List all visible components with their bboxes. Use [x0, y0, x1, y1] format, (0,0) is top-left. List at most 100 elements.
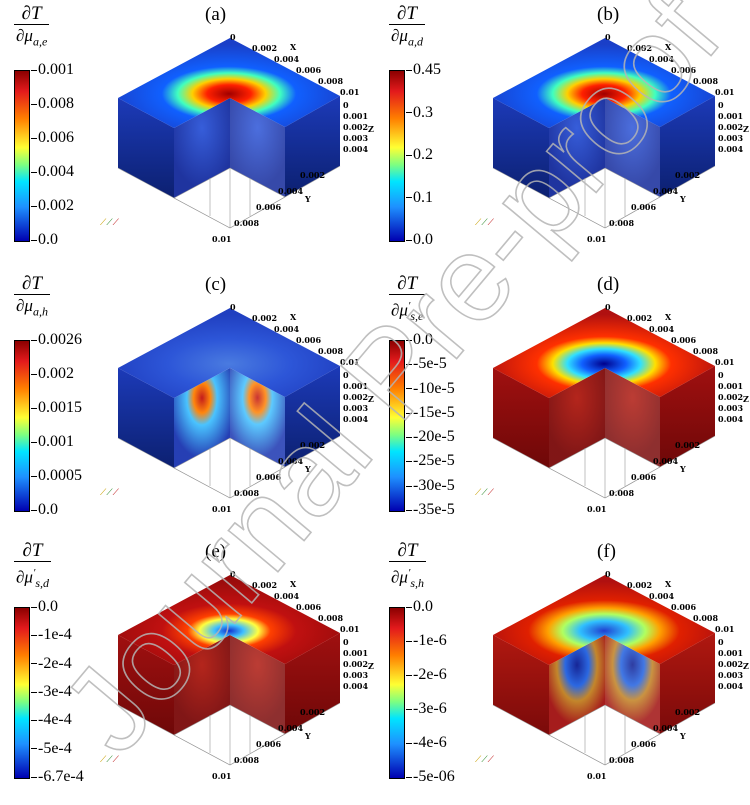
z-axis-label: Z — [743, 661, 749, 671]
colorbar-tick-label: -15e-5 — [406, 404, 455, 421]
z-tick-label: 0.004 — [343, 414, 368, 424]
z-tick-label: 0.001 — [343, 381, 368, 391]
colorbar-tick-label: -1e-6 — [406, 633, 447, 649]
cube-face-right — [660, 366, 715, 467]
y-tick-label: 0.01 — [212, 771, 231, 781]
cube-notch-wall-right — [605, 368, 660, 467]
colorbar — [14, 70, 30, 242]
colorbar-title-numerator: ∂T — [397, 540, 418, 561]
colorbar-tick-label: 0.008 — [31, 96, 74, 112]
y-tick-label: 0.008 — [609, 755, 634, 765]
cube-notch-wall-right — [605, 635, 660, 734]
y-axis-label: Y — [304, 731, 311, 741]
z-tick-label: 0.002 — [718, 659, 743, 669]
cube-notch-wall-right — [230, 98, 285, 197]
colorbar-tick-label: 0.0 — [406, 232, 433, 248]
y-tick-label: 0.006 — [631, 472, 656, 482]
cube-face-top — [493, 38, 715, 128]
y-axis-label: Y — [304, 194, 311, 204]
y-axis-label: Y — [679, 464, 686, 474]
cube-notch-wall-right — [605, 98, 660, 197]
cube-face-top — [118, 575, 340, 665]
y-axis-label: Y — [304, 464, 311, 474]
z-axis-label: Z — [368, 124, 374, 134]
z-tick-label: 0 — [343, 370, 349, 380]
y-tick-label: 0.008 — [234, 488, 259, 498]
y-tick-label: 0.002 — [300, 707, 325, 717]
colorbar-tick-label: -3e-6 — [406, 701, 447, 717]
y-tick-label: 0.008 — [234, 218, 259, 228]
colorbar-tick-label: 0.2 — [406, 147, 433, 163]
x-tick-label: 0.004 — [649, 54, 674, 64]
colorbar-tick-label: 0.004 — [31, 164, 74, 180]
x-tick-label: 0.01 — [340, 87, 359, 97]
colorbar-title-denominator: ∂μ′s,d — [14, 561, 52, 593]
colorbar-tick-label: 0.001 — [31, 434, 74, 450]
colorbar-tick-label: 0.0 — [406, 599, 433, 615]
colorbar-tick-label: -1e-4 — [31, 627, 72, 643]
cube-3d-render: 00.0020.0040.0060.0080.01X00.0010.0020.0… — [117, 302, 374, 514]
y-tick-label: 0.002 — [300, 440, 325, 450]
orientation-triad-icon: ⟋⟋⟋ — [100, 488, 119, 498]
colorbar-title: ∂T ∂μa,h — [14, 274, 50, 321]
cube-notch-wall-left — [174, 368, 230, 468]
colorbar-tick-label: 0.0026 — [31, 332, 82, 348]
x-tick-label: 0.01 — [715, 357, 734, 367]
z-tick-label: 0.002 — [343, 122, 368, 132]
z-tick-label: 0 — [718, 637, 724, 647]
z-tick-label: 0.004 — [718, 681, 743, 691]
z-tick-label: 0.004 — [718, 144, 743, 154]
y-tick-label: 0.008 — [609, 218, 634, 228]
colorbar-title-denominator: ∂μa,h — [14, 294, 50, 321]
cube-notch-wall-left — [549, 98, 605, 198]
panel-label: (f) — [597, 541, 616, 562]
z-tick-label: 0 — [718, 100, 724, 110]
colorbar-title-denominator: ∂μa,e — [14, 24, 50, 51]
y-tick-label: 0.004 — [278, 186, 303, 196]
z-tick-label: 0.002 — [343, 392, 368, 402]
z-axis-label: Z — [743, 124, 749, 134]
colorbar-tick-label: -4e-4 — [31, 712, 72, 728]
z-axis-label: Z — [368, 661, 374, 671]
cube-notch-wall-right — [230, 368, 285, 467]
colorbar-tick-label: 0.3 — [406, 104, 433, 121]
y-tick-label: 0.004 — [278, 456, 303, 466]
z-axis-label: Z — [743, 394, 749, 404]
colorbar-tick-label: -20e-5 — [406, 429, 455, 445]
x-axis-label: X — [290, 42, 297, 52]
panel-label: (b) — [597, 4, 620, 25]
x-tick-label: 0.01 — [340, 624, 359, 634]
colorbar-tick-label: -3e-4 — [31, 684, 72, 700]
cube-face-top — [118, 308, 340, 398]
z-tick-label: 0.003 — [718, 403, 743, 413]
y-tick-label: 0.006 — [631, 739, 656, 749]
z-tick-label: 0.001 — [343, 648, 368, 658]
z-tick-label: 0 — [343, 100, 349, 110]
colorbar-title-numerator: ∂T — [22, 540, 43, 561]
colorbar-ticks: 0.0 -1e-6 -2e-6 -3e-6 -4e-6 -5e-06 — [406, 599, 496, 785]
y-tick-label: 0.01 — [212, 234, 231, 244]
orientation-triad-icon: ⟋⟋⟋ — [100, 755, 119, 765]
y-axis-label: Y — [679, 731, 686, 741]
z-tick-label: 0.004 — [718, 414, 743, 424]
panel-a: ∂T ∂μa,e (a) 0.001 0.008 0.006 0.004 0.002 0.0 0 0… — [0, 0, 375, 268]
y-tick-label: 0.006 — [256, 739, 281, 749]
cube-notch-wall-left — [174, 635, 230, 735]
z-tick-label: 0.003 — [343, 133, 368, 143]
y-tick-label: 0.006 — [256, 202, 281, 212]
cube-notch-wall-right — [230, 635, 285, 734]
cube-3d-render: 00.0020.0040.0060.0080.01X00.0010.0020.0… — [492, 32, 749, 244]
colorbar-title: ∂T ∂μa,e — [14, 4, 50, 51]
colorbar-tick-label: -4e-6 — [406, 735, 447, 751]
colorbar-tick-label: -30e-5 — [406, 477, 455, 494]
y-axis-label: Y — [679, 194, 686, 204]
cube-face-right — [285, 366, 340, 467]
orientation-triad-icon: ⟋⟋⟋ — [475, 755, 494, 765]
colorbar-ticks: 0.001 0.008 0.006 0.004 0.002 0.0 — [31, 62, 121, 248]
colorbar-title-denominator: ∂μa,d — [389, 24, 425, 51]
x-axis-label: X — [290, 579, 297, 589]
x-axis-label: X — [290, 312, 297, 322]
colorbar-tick-label: 0.0 — [31, 502, 58, 518]
orientation-triad-icon: ⟋⟋⟋ — [475, 218, 494, 228]
x-tick-label: 0.002 — [627, 313, 652, 323]
